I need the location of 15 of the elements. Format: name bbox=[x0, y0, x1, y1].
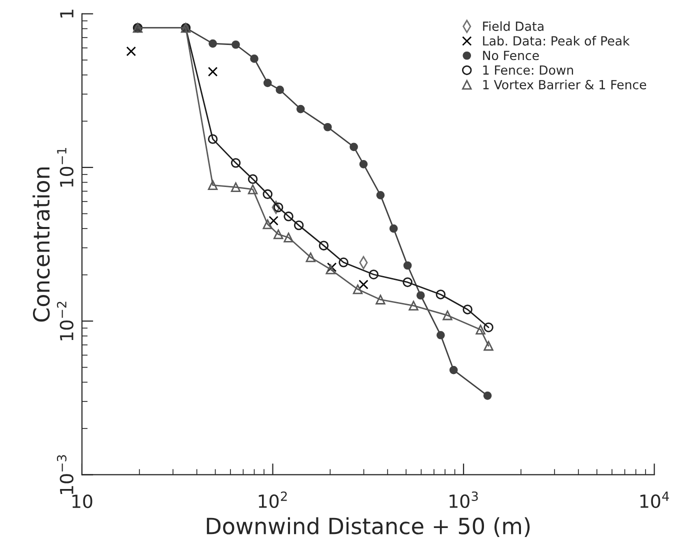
legend-label: Field Data bbox=[483, 21, 544, 31]
y-tick-label: 10$^{−2}$ bbox=[56, 302, 74, 340]
legend-label: 1 Fence: Down bbox=[483, 65, 574, 75]
x-tick-label: 10$^{4}$ bbox=[640, 492, 669, 508]
x-axis-title: Downwind Distance + 50 (m) bbox=[206, 517, 530, 538]
x-tick-label: 10 bbox=[72, 494, 92, 508]
x-tick-label: 10$^{2}$ bbox=[258, 491, 287, 508]
legend-label: No Fence bbox=[483, 50, 539, 60]
x-tick-label: 10$^{3}$ bbox=[450, 491, 478, 508]
legend-label: 1 Vortex Barrier & 1 Fence bbox=[483, 80, 646, 90]
y-axis-title: Concentration bbox=[32, 168, 50, 322]
y-tick-label: 1 bbox=[60, 10, 74, 18]
y-tick-label: 10$^{−3}$ bbox=[56, 455, 74, 494]
y-tick-label: 10$^{−1}$ bbox=[57, 148, 74, 187]
legend-label: Lab. Data: Peak of Peak bbox=[483, 36, 630, 46]
